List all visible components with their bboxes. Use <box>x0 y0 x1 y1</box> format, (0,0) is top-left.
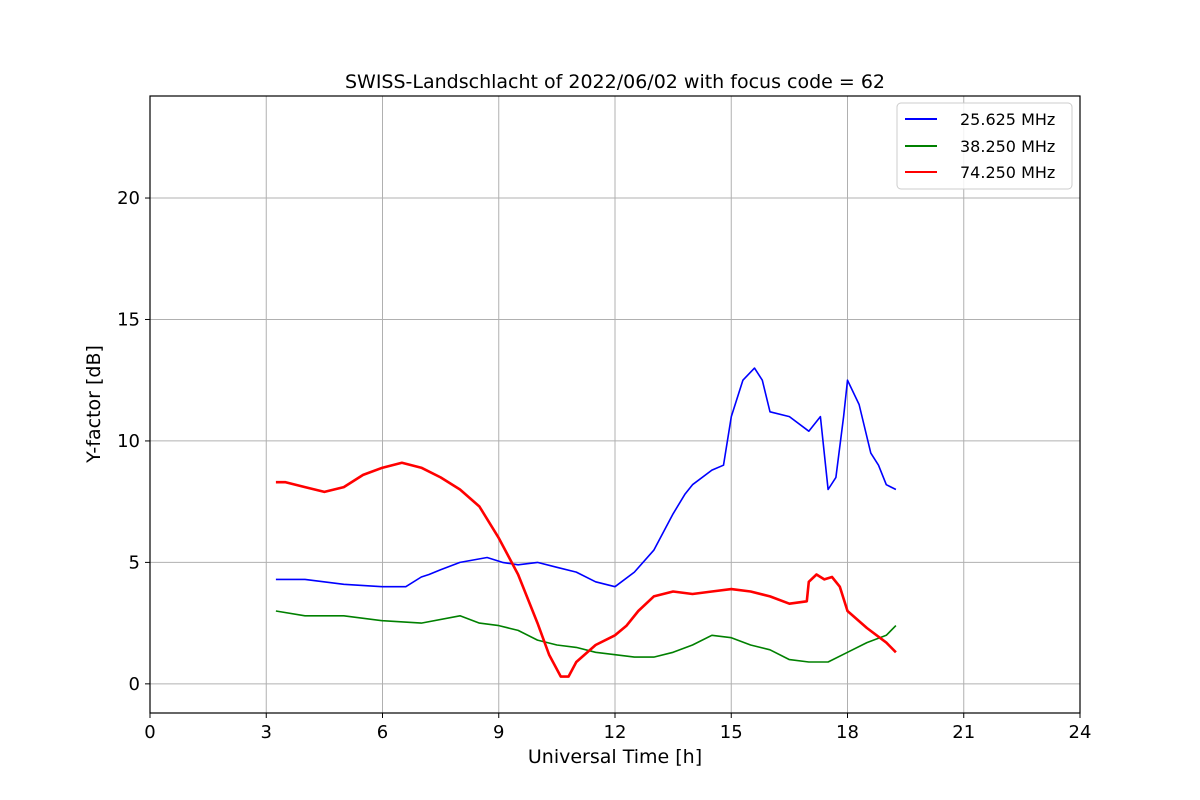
x-tick-label: 0 <box>144 722 155 743</box>
legend-label-25625: 25.625 MHz <box>960 110 1055 129</box>
x-tick-label: 3 <box>261 722 272 743</box>
x-tick-label: 24 <box>1069 722 1092 743</box>
y-tick-label: 20 <box>117 188 140 209</box>
axis-ticks: 0 3 6 9 12 15 18 21 24 0 5 10 15 20 <box>117 188 1091 743</box>
x-tick-label: 21 <box>952 722 975 743</box>
legend-label-38250: 38.250 MHz <box>960 137 1055 156</box>
y-tick-label: 5 <box>129 552 140 573</box>
legend: 25.625 MHz 38.250 MHz 74.250 MHz <box>896 102 1073 190</box>
plot-series <box>275 367 897 678</box>
x-tick-label: 9 <box>493 722 504 743</box>
x-tick-label: 18 <box>836 722 859 743</box>
series-line-74250-mhz <box>275 461 897 678</box>
x-axis-label: Universal Time [h] <box>528 746 702 768</box>
x-tick-label: 15 <box>720 722 743 743</box>
legend-box <box>896 102 1073 190</box>
legend-label-74250: 74.250 MHz <box>960 163 1055 182</box>
y-tick-label: 10 <box>117 431 140 452</box>
series-line-38250-mhz <box>275 610 897 663</box>
x-tick-label: 6 <box>377 722 388 743</box>
x-tick-label: 12 <box>604 722 627 743</box>
chart-title: SWISS-Landschlacht of 2022/06/02 with fo… <box>345 71 885 93</box>
y-tick-label: 15 <box>117 309 140 330</box>
y-axis-label: Y-factor [dB] <box>83 345 105 464</box>
y-tick-label: 0 <box>129 674 140 695</box>
series-line-25625-mhz <box>275 367 897 588</box>
